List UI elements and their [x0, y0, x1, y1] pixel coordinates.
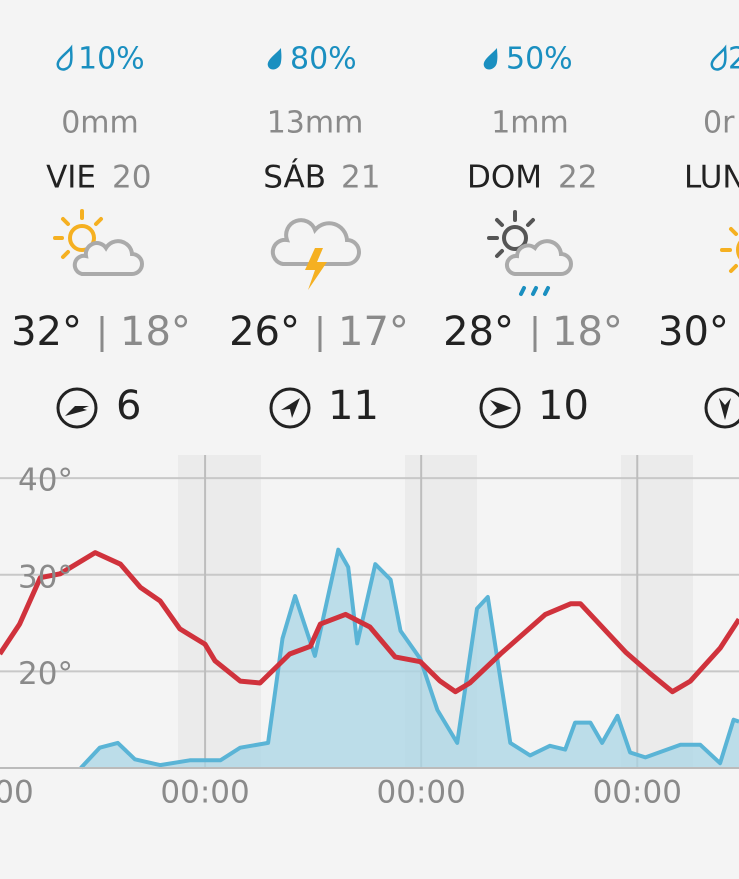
wind-icon — [56, 387, 98, 429]
day-column: 2 0r LUN 30° — [658, 42, 739, 429]
y-tick-label: 20° — [18, 656, 73, 692]
drop-icon — [710, 44, 727, 71]
x-tick-label: 00:00 — [377, 775, 466, 811]
weather-icon — [53, 209, 144, 276]
day-column: 50% 1mm DOM 22 28° 18° 10 — [443, 42, 623, 430]
wind-speed: 10 — [538, 383, 589, 429]
night-band — [178, 455, 261, 768]
wind-speed: 6 — [116, 383, 141, 429]
day-name: VIE — [46, 160, 96, 196]
temp-max: 28° — [443, 309, 514, 355]
weather-icon — [487, 210, 573, 296]
temp-max: 26° — [229, 309, 300, 355]
precip-prob: 10% — [78, 42, 145, 77]
wind-speed: 11 — [328, 383, 379, 429]
x-tick-label: 00:00 — [0, 775, 34, 811]
weather-icon — [270, 218, 361, 290]
drop-icon — [267, 48, 282, 70]
wind-icon — [479, 387, 521, 429]
day-column: 80% 13mm SÁB 21 26° 17° 11 — [229, 42, 409, 430]
day-name: LUN — [684, 160, 739, 196]
temp-min: 18° — [552, 309, 623, 355]
precip-amount: 0r — [703, 106, 735, 141]
drop-icon — [483, 48, 498, 70]
day-date: 21 — [341, 160, 380, 196]
day-date: 20 — [112, 160, 151, 196]
x-tick-label: 00:00 — [593, 775, 682, 811]
temperature-line — [0, 550, 739, 695]
precip-prob: 2 — [728, 42, 739, 77]
precip-amount: 13mm — [267, 106, 364, 141]
day-date: 22 — [558, 160, 597, 196]
day-column: 10% 0mm VIE 20 32° 18° 6 — [11, 42, 191, 430]
x-tick-label: 00:00 — [160, 775, 249, 811]
precip-amount: 1mm — [491, 106, 569, 141]
precip-prob: 80% — [290, 42, 357, 77]
area-line — [79, 547, 739, 770]
drop-icon — [56, 44, 73, 71]
y-tick-label: 40° — [18, 463, 73, 499]
night-band — [621, 455, 693, 768]
wind-icon — [704, 387, 739, 429]
chart: 20° 30° 40° 00:00 00:00 00:00 00:00 — [0, 455, 739, 811]
night-bands — [178, 455, 693, 768]
temp-min: 17° — [338, 309, 409, 355]
precip-prob: 50% — [506, 42, 573, 77]
temp-max: 30° — [658, 309, 729, 355]
day-name: SÁB — [263, 160, 326, 196]
axis-labels: 20° 30° 40° 00:00 00:00 00:00 00:00 — [0, 463, 682, 811]
weather-icon — [720, 227, 739, 273]
y-tick-label: 30° — [18, 559, 73, 595]
precip-amount: 0mm — [61, 106, 139, 141]
temp-max: 32° — [11, 309, 82, 355]
wind-icon — [269, 387, 311, 429]
temp-min: 18° — [120, 309, 191, 355]
day-name: DOM — [467, 160, 542, 196]
marks — [0, 547, 739, 770]
